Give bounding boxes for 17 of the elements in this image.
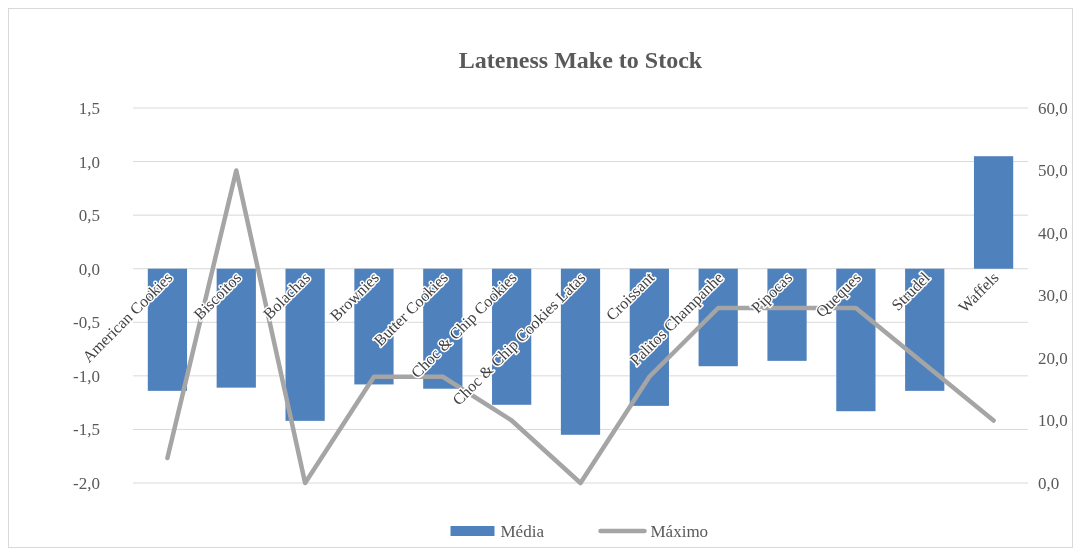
y2-tick-label: 30,0 — [1038, 286, 1068, 306]
y-tick-label: -1,0 — [73, 366, 100, 386]
y2-tick-label: 20,0 — [1038, 348, 1068, 368]
y2-tick-label: 50,0 — [1038, 161, 1068, 181]
y-tick-label: 0,5 — [78, 206, 100, 226]
chart-title: Lateness Make to Stock — [458, 47, 703, 73]
legend-label: Máximo — [650, 521, 709, 541]
y2-tick-label: 0,0 — [1038, 473, 1060, 493]
y-tick-label: -2,0 — [73, 473, 100, 493]
y2-tick-label: 40,0 — [1038, 223, 1068, 243]
y-tick-label: -1,5 — [73, 420, 100, 440]
y-tick-label: 1,0 — [78, 152, 100, 172]
y2-tick-label: 10,0 — [1038, 411, 1068, 431]
y2-tick-label: 60,0 — [1038, 98, 1068, 118]
y-tick-label: 1,5 — [78, 98, 100, 118]
y-tick-label: 0,0 — [78, 259, 100, 279]
legend-label: Média — [500, 521, 545, 541]
